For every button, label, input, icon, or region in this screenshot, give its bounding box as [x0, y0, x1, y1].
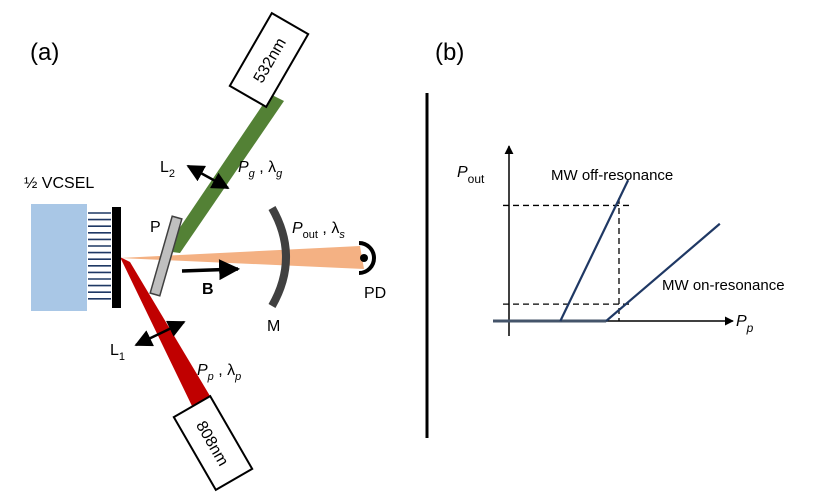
- output-mirror: [268, 206, 290, 308]
- curve-on-label: MW on-resonance: [662, 277, 785, 294]
- mirror-label: M: [267, 318, 280, 335]
- lens-2-label: L2: [160, 159, 175, 180]
- magnetic-field-arrow: [181, 259, 241, 281]
- y-axis-label: Pout: [457, 164, 485, 186]
- curve-on-resonance: [605, 222, 721, 322]
- magnetic-field-label: B: [202, 281, 214, 298]
- plot-area: [493, 179, 721, 323]
- lens-1-label: L1: [110, 342, 125, 363]
- x-axis-label: Pp: [736, 313, 754, 335]
- vcsel-mirror-stack: [87, 207, 121, 308]
- red-laser-box: 808nm: [172, 394, 254, 492]
- lens-1-arrow: [134, 320, 186, 347]
- pump-beam-label: Pp , λp: [197, 362, 241, 383]
- output-beam-label: Pout , λs: [292, 220, 345, 241]
- curve-off-resonance: [559, 179, 630, 322]
- lens-2-arrow: [186, 164, 230, 190]
- panel-a: (a) ½ VCSEL 532nm 808nm P L2: [24, 11, 386, 492]
- output-beam: [120, 246, 364, 269]
- vcsel-label: ½ VCSEL: [24, 175, 94, 192]
- panel-a-label: (a): [30, 39, 59, 66]
- polarizer-plate: [149, 215, 183, 297]
- curve-off-label: MW off-resonance: [551, 167, 673, 184]
- polarizer-label: P: [150, 219, 161, 236]
- vcsel-block: [31, 204, 87, 311]
- photodetector: [358, 241, 376, 275]
- panel-b-label: (b): [435, 39, 464, 66]
- green-laser-box: 532nm: [228, 11, 310, 109]
- panel-b: (b) Pout Pp MW off-resonance MW on-reson…: [435, 39, 785, 336]
- green-beam-label: Pg , λg: [238, 159, 283, 180]
- detector-label: PD: [364, 285, 386, 302]
